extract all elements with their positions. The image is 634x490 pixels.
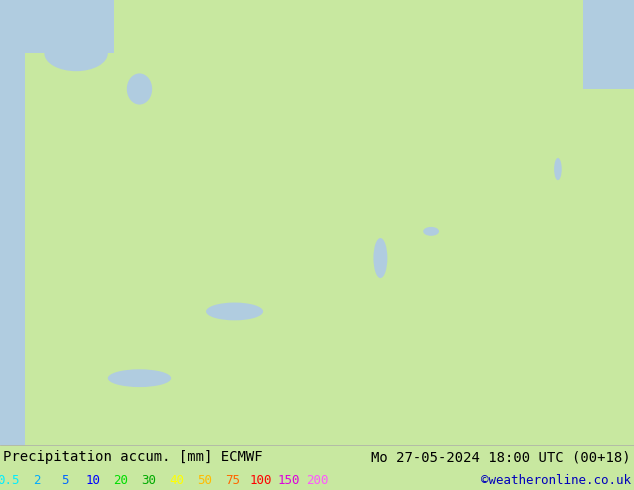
FancyBboxPatch shape: [0, 0, 114, 53]
Text: Mo 27-05-2024 18:00 UTC (00+18): Mo 27-05-2024 18:00 UTC (00+18): [371, 450, 631, 464]
Text: 40: 40: [169, 474, 184, 488]
Text: 150: 150: [278, 474, 301, 488]
Text: 5: 5: [61, 474, 68, 488]
Text: 100: 100: [250, 474, 272, 488]
Text: 0.5: 0.5: [0, 474, 20, 488]
Text: 200: 200: [306, 474, 328, 488]
Ellipse shape: [373, 238, 387, 278]
Ellipse shape: [127, 74, 152, 104]
Text: 50: 50: [197, 474, 212, 488]
Text: ©weatheronline.co.uk: ©weatheronline.co.uk: [481, 474, 631, 488]
FancyBboxPatch shape: [583, 0, 634, 89]
Text: 20: 20: [113, 474, 129, 488]
Text: 10: 10: [86, 474, 100, 488]
Text: 75: 75: [226, 474, 240, 488]
FancyBboxPatch shape: [0, 53, 25, 445]
Text: 30: 30: [141, 474, 157, 488]
Ellipse shape: [424, 227, 439, 236]
Ellipse shape: [108, 369, 171, 387]
Text: 2: 2: [33, 474, 41, 488]
Ellipse shape: [554, 158, 562, 180]
Ellipse shape: [206, 302, 263, 320]
Ellipse shape: [44, 36, 108, 71]
Text: Precipitation accum. [mm] ECMWF: Precipitation accum. [mm] ECMWF: [3, 450, 263, 464]
